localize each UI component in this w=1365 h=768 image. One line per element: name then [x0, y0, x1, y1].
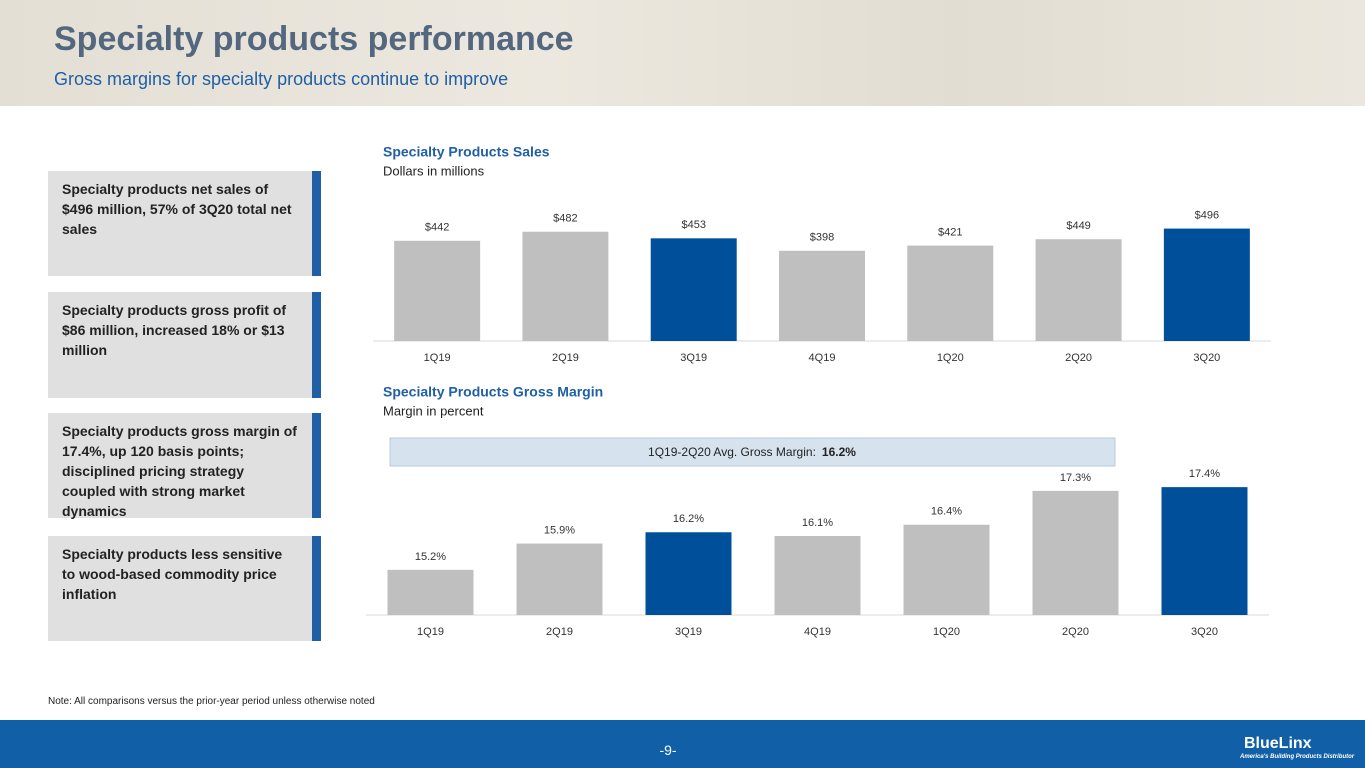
charts: Specialty Products Sales Dollars in milli… — [366, 144, 1271, 638]
x-tick-label: 1Q19 — [424, 352, 451, 364]
x-tick-label: 2Q20 — [1065, 352, 1092, 364]
bar — [903, 524, 990, 615]
x-tick-label: 3Q20 — [1191, 626, 1218, 638]
bar — [650, 238, 737, 341]
x-tick-label: 1Q20 — [937, 352, 964, 364]
x-tick-label: 2Q19 — [546, 626, 573, 638]
x-tick-label: 4Q19 — [804, 626, 831, 638]
value-label: $398 — [810, 232, 834, 244]
callout: Specialty products gross profit of $86 m… — [48, 292, 321, 398]
chart-title: Specialty Products Gross Margin — [383, 384, 603, 400]
tagline: America's Building Products Distributor — [1240, 754, 1355, 760]
chart-subtitle: Dollars in millions — [383, 163, 485, 178]
value-label: 17.3% — [1060, 472, 1091, 484]
bar — [387, 569, 474, 615]
footer: -9- BlueLinx America's Building Products… — [0, 720, 1365, 768]
value-label: $453 — [681, 219, 705, 231]
bar — [779, 250, 865, 341]
header: Specialty products performance Gross mar… — [0, 0, 1365, 106]
logo: BlueLinx — [1244, 735, 1312, 752]
x-tick-label: 1Q20 — [933, 626, 960, 638]
value-label: 15.2% — [415, 551, 446, 563]
callout-text: Specialty products gross profit of $86 m… — [62, 302, 287, 358]
x-tick-label: 2Q19 — [552, 352, 579, 364]
bar — [1032, 490, 1119, 615]
title: Specialty products performance — [54, 20, 574, 58]
chart-subtitle: Margin in percent — [383, 403, 484, 418]
bar — [907, 245, 994, 341]
x-tick-label: 3Q19 — [675, 626, 702, 638]
callout-text: Specialty products net sales of $496 mil… — [62, 181, 292, 237]
page-number: -9- — [659, 742, 677, 758]
callout: Specialty products gross margin of 17.4%… — [48, 413, 321, 519]
value-label: 15.9% — [544, 524, 575, 536]
callout: Specialty products net sales of $496 mil… — [48, 171, 321, 276]
callout-text: Specialty products less sensitive to woo… — [62, 546, 283, 602]
value-label: 16.4% — [931, 506, 962, 518]
x-tick-label: 3Q19 — [680, 352, 707, 364]
chart-title: Specialty Products Sales — [383, 144, 550, 160]
bar — [394, 240, 481, 341]
x-tick-label: 2Q20 — [1062, 626, 1089, 638]
value-label: 16.2% — [673, 513, 704, 525]
x-tick-label: 1Q19 — [417, 626, 444, 638]
bar — [1163, 228, 1250, 341]
value-label: 16.1% — [802, 517, 833, 529]
subtitle: Gross margins for specialty products con… — [54, 69, 509, 89]
x-tick-label: 3Q20 — [1193, 352, 1220, 364]
value-label: $421 — [938, 226, 962, 238]
callout: Specialty products less sensitive to woo… — [48, 536, 321, 641]
value-label: $442 — [425, 222, 449, 234]
annotation: 1Q19-2Q20 Avg. Gross Margin: 16.2% — [648, 445, 856, 459]
bar — [645, 532, 732, 615]
value-label: $496 — [1195, 209, 1219, 221]
value-label: 17.4% — [1189, 468, 1220, 480]
annotation-box — [389, 437, 1116, 467]
annotation-value: 16.2% — [822, 445, 856, 459]
bar — [774, 536, 861, 615]
bar — [522, 231, 609, 341]
bar — [1035, 239, 1122, 341]
note: Note: All comparisons versus the prior-y… — [48, 696, 375, 707]
annotation-label: 1Q19-2Q20 Avg. Gross Margin: — [648, 445, 816, 459]
bar — [516, 543, 603, 615]
value-label: $449 — [1066, 220, 1090, 232]
x-tick-label: 4Q19 — [809, 352, 836, 364]
bar — [1161, 487, 1248, 615]
value-label: $482 — [553, 213, 577, 225]
callout-text: Specialty products gross margin of 17.4%… — [62, 423, 297, 519]
